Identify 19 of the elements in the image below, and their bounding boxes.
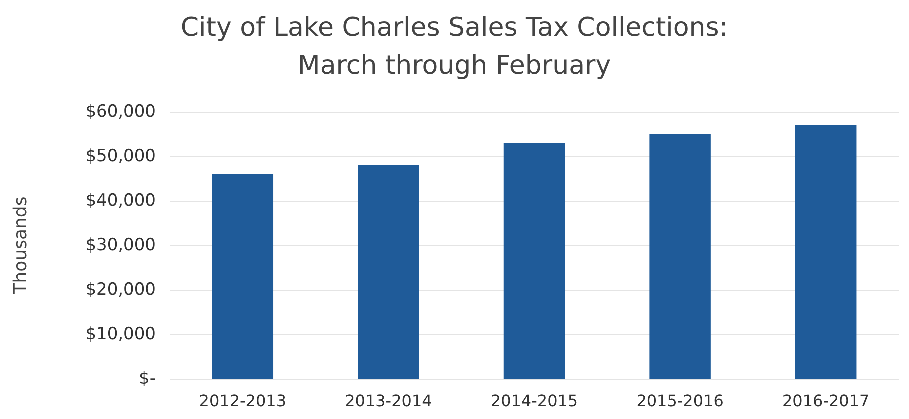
y-tick-label: $40,000: [86, 191, 156, 211]
x-tick-label: 2015-2016: [636, 392, 724, 410]
y-tick-label: $50,000: [86, 146, 156, 166]
bar: [358, 165, 420, 379]
y-tick-label: $-: [139, 369, 156, 389]
y-tick-label: $20,000: [86, 280, 156, 300]
x-tick-label: 2014-2015: [490, 392, 578, 410]
y-axis-title: Thousands: [10, 196, 32, 296]
x-tick-label: 2013-2014: [345, 392, 432, 410]
y-tick-label: $60,000: [86, 102, 156, 122]
y-tick-label: $10,000: [86, 324, 156, 344]
x-tick-label: 2012-2013: [199, 392, 287, 410]
bar: [795, 125, 857, 379]
x-tick-label: 2016-2017: [782, 392, 870, 410]
bar: [650, 134, 711, 379]
chart-title: City of Lake Charles Sales Tax Collections: March through February: [180, 13, 728, 81]
bar: [504, 143, 566, 379]
bar: [212, 174, 274, 379]
y-tick-label: $30,000: [86, 236, 156, 256]
